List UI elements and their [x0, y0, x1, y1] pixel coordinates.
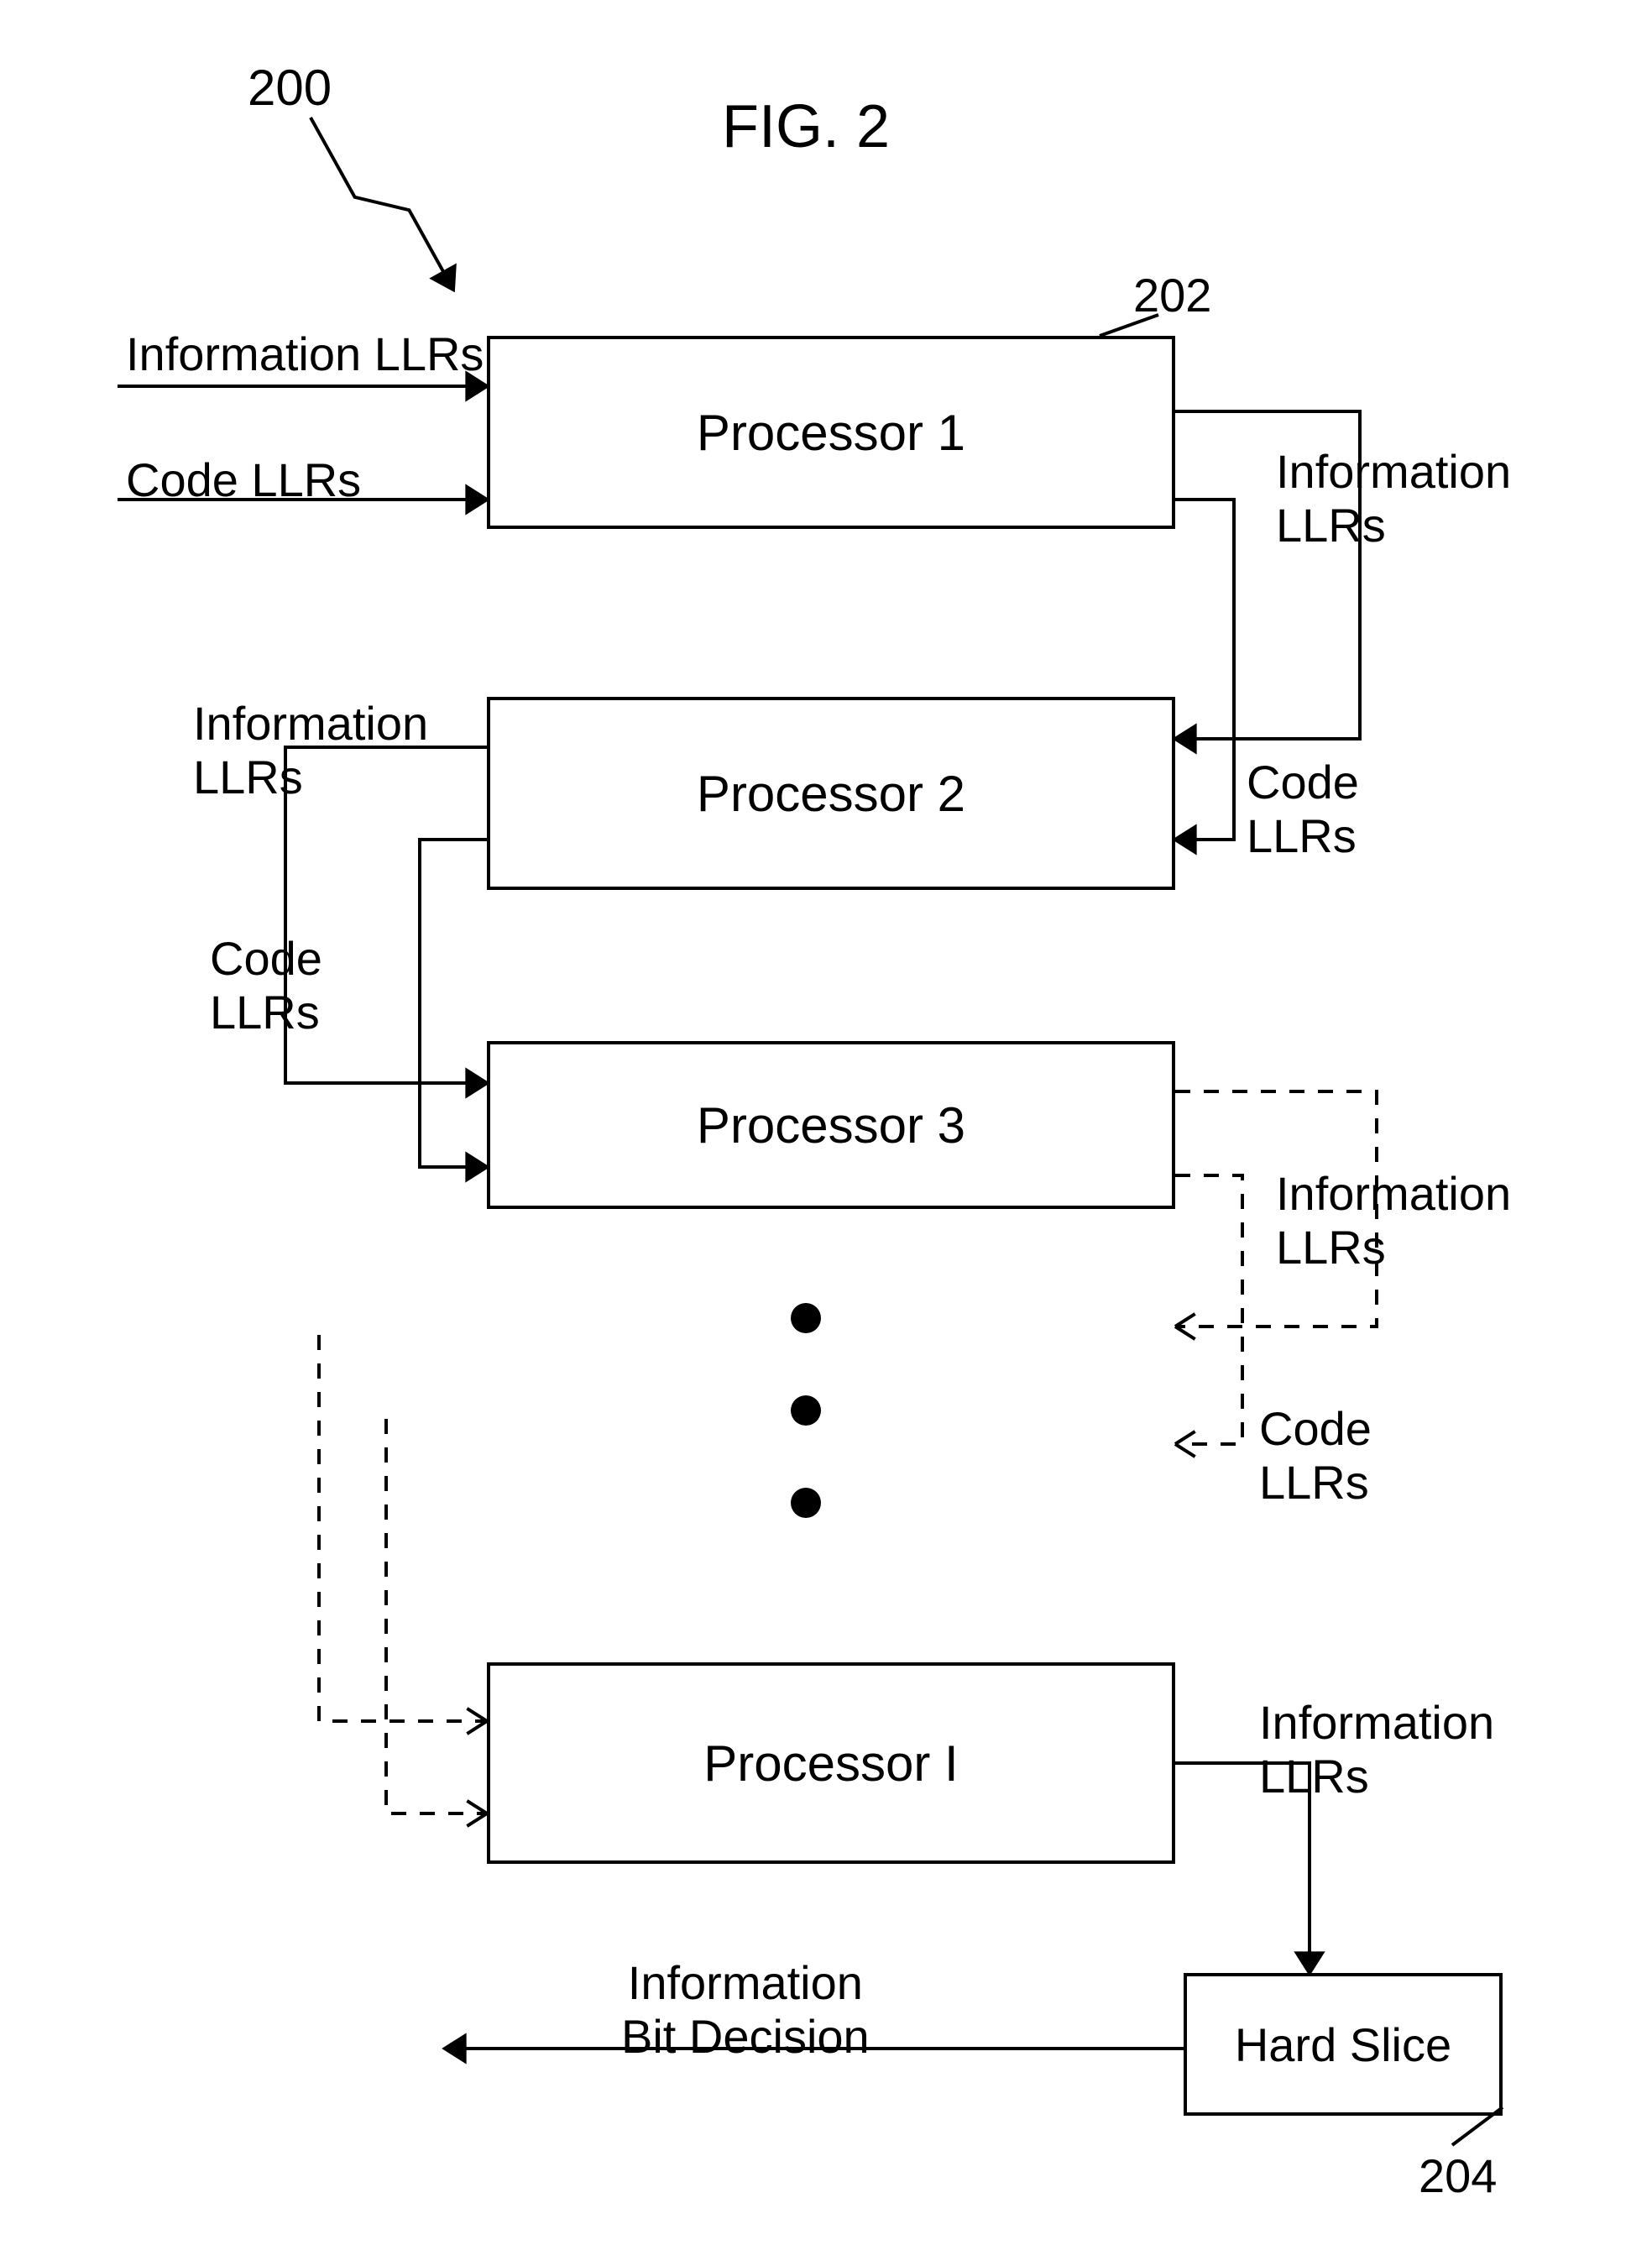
- connectors-svg: [0, 0, 1652, 2245]
